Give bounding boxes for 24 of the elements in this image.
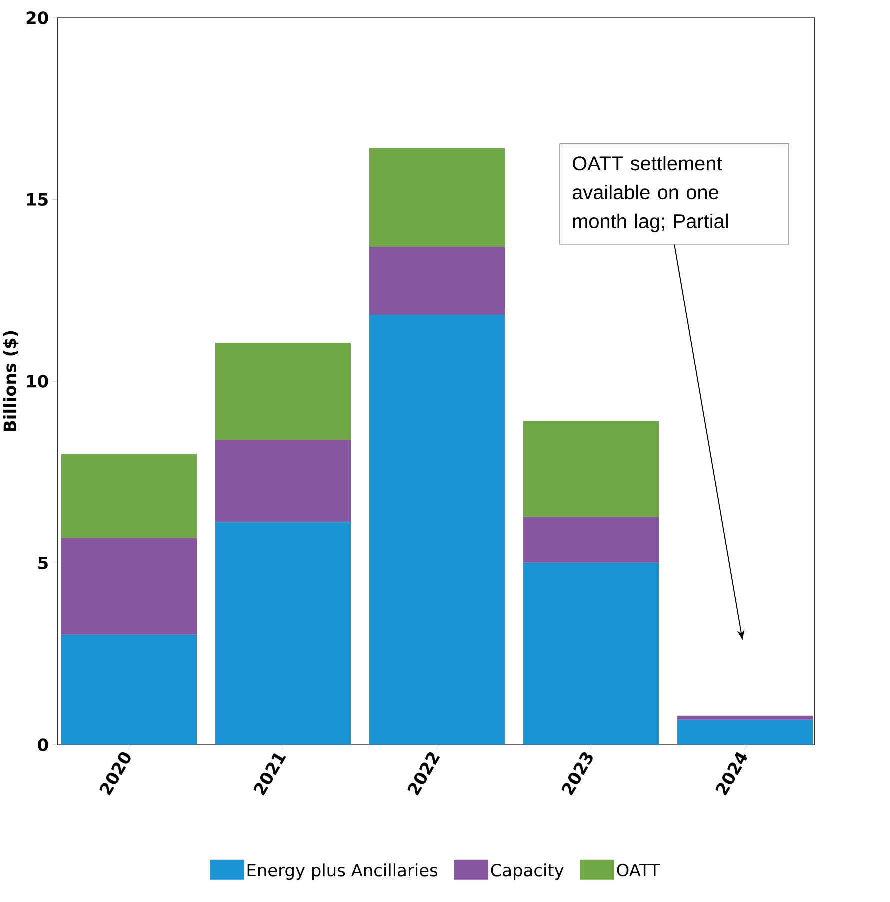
bar <box>369 148 505 247</box>
bar <box>677 720 813 745</box>
y-tick-label: 5 <box>38 556 48 570</box>
bar <box>61 454 197 538</box>
y-tick-label: 10 <box>27 375 48 388</box>
y-axis-title: Billions ($) <box>3 331 19 432</box>
bar <box>523 517 659 563</box>
y-tick-label: 20 <box>26 12 48 24</box>
bar <box>677 716 813 720</box>
legend-label: Capacity <box>491 864 564 880</box>
bar <box>523 421 659 518</box>
annotation: OATT settlement available on one month lag; Partial <box>572 156 728 232</box>
legend-label: OATT <box>617 864 660 877</box>
bar <box>369 314 505 745</box>
y-tick-label: 15 <box>27 193 48 206</box>
bar <box>215 440 351 522</box>
y-tick-label: 0 <box>38 738 48 752</box>
bar <box>215 522 351 745</box>
bar <box>369 246 505 315</box>
bar <box>523 562 659 745</box>
bar <box>215 342 351 440</box>
legend-label: Energy plus Ancillaries <box>248 864 438 880</box>
bar <box>61 538 197 635</box>
bar <box>61 634 197 745</box>
